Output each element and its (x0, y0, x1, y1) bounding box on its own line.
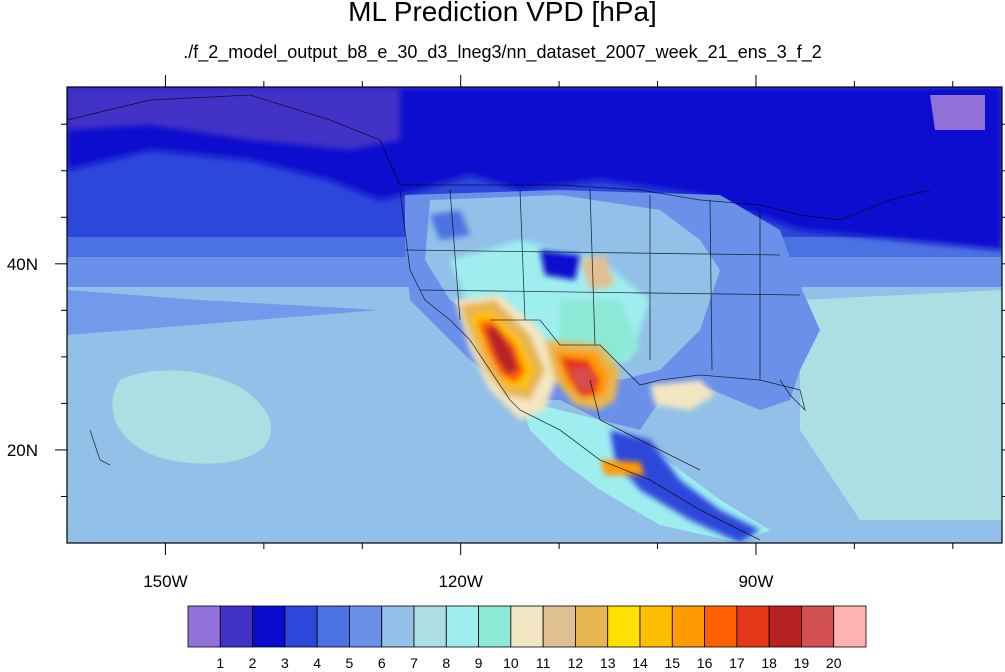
colorbar-swatch (833, 605, 867, 648)
colorbar-label: 14 (632, 655, 648, 671)
colorbar-swatch (187, 605, 221, 648)
colorbar-swatch (768, 605, 802, 648)
colorbar-label: 9 (475, 655, 483, 671)
axis-ticks: 150W 120W 90W 40N 20N (7, 75, 1005, 591)
colorbar-swatch (284, 605, 318, 648)
lon-tick-label: 120W (438, 572, 482, 591)
colorbar-swatch (801, 605, 835, 648)
colorbar-swatch (381, 605, 415, 648)
colorbar-label: 7 (410, 655, 418, 671)
colorbar-label: 15 (664, 655, 680, 671)
colorbar-swatch (252, 605, 286, 648)
colorbar-label: 13 (600, 655, 616, 671)
colorbar-label: 1 (216, 655, 224, 671)
colorbar-label: 2 (249, 655, 257, 671)
lat-tick-label: 40N (7, 255, 38, 274)
colorbar-swatch (542, 605, 576, 648)
colorbar-swatch (671, 605, 705, 648)
lon-tick-label: 90W (738, 572, 773, 591)
colorbar: 1 2 3 4 5 6 7 8 9 10 11 12 13 14 15 16 17 18 19 20 (187, 605, 867, 671)
colorbar-swatch (445, 605, 479, 648)
vpd-field (67, 87, 1002, 543)
colorbar-label: 3 (281, 655, 289, 671)
colorbar-swatch (510, 605, 544, 648)
colorbar-label: 11 (536, 655, 551, 671)
map-subtitle: ./f_2_model_output_b8_e_30_d3_lneg3/nn_d… (183, 42, 822, 62)
colorbar-swatch (316, 605, 350, 648)
colorbar-label: 20 (826, 655, 842, 671)
colorbar-swatch (478, 605, 512, 648)
colorbar-swatch (349, 605, 383, 648)
colorbar-label: 6 (378, 655, 386, 671)
colorbar-swatch (219, 605, 253, 648)
colorbar-label: 19 (794, 655, 810, 671)
map-title: ML Prediction VPD [hPa] (348, 0, 657, 27)
colorbar-label: 17 (729, 655, 745, 671)
colorbar-label: 10 (503, 655, 519, 671)
colorbar-swatch (607, 605, 641, 648)
lon-tick-label: 150W (143, 572, 187, 591)
colorbar-label: 16 (697, 655, 713, 671)
colorbar-swatch (575, 605, 609, 648)
colorbar-label: 12 (568, 655, 584, 671)
colorbar-swatch (413, 605, 447, 648)
map-frame (66, 86, 1003, 544)
colorbar-swatch (704, 605, 738, 648)
lat-tick-label: 20N (7, 441, 38, 460)
colorbar-swatch (639, 605, 673, 648)
colorbar-label: 18 (761, 655, 777, 671)
colorbar-label: 5 (346, 655, 354, 671)
colorbar-swatch (736, 605, 770, 648)
colorbar-label: 4 (313, 655, 321, 671)
colorbar-label: 8 (442, 655, 450, 671)
